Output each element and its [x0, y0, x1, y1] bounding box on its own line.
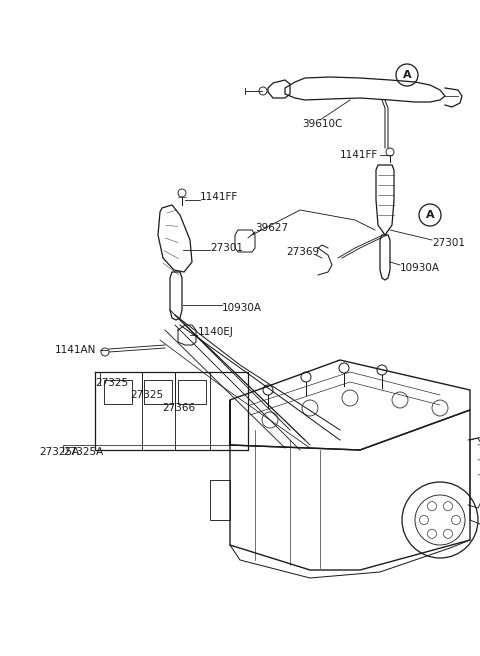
Text: 10930A: 10930A [222, 303, 262, 313]
Text: 1140EJ: 1140EJ [198, 327, 234, 337]
Text: 27366: 27366 [162, 403, 195, 413]
Text: A: A [426, 210, 434, 220]
Text: 39610C: 39610C [302, 119, 342, 129]
Text: 27301: 27301 [432, 238, 465, 248]
Text: 1141FF: 1141FF [200, 192, 238, 202]
Text: 27301: 27301 [210, 243, 243, 253]
Text: 27325A: 27325A [39, 447, 79, 457]
Text: 27325: 27325 [130, 390, 163, 400]
Text: 39627: 39627 [255, 223, 288, 233]
Text: A: A [403, 70, 411, 80]
Text: 1141AN: 1141AN [55, 345, 96, 355]
Text: 1141FF: 1141FF [340, 150, 378, 160]
Text: 27369: 27369 [286, 247, 319, 257]
Text: 27325A: 27325A [63, 447, 103, 457]
Text: 10930A: 10930A [400, 263, 440, 273]
Text: 27325: 27325 [95, 378, 128, 388]
